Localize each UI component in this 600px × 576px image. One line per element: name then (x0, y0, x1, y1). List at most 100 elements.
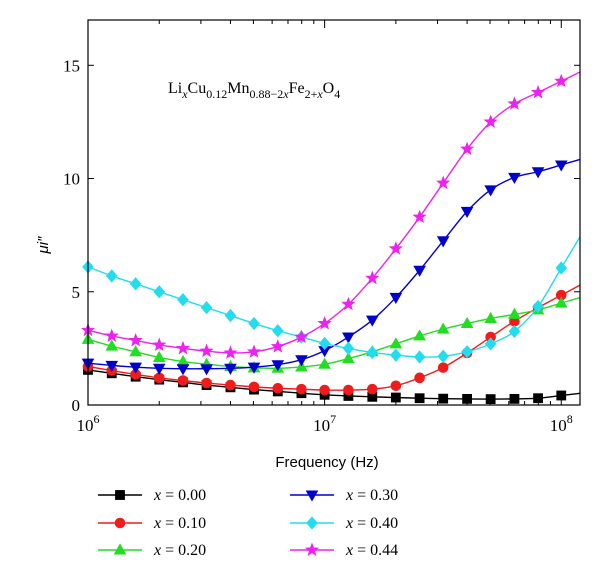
legend-item: x = 0.10 (98, 515, 206, 532)
data-point (532, 299, 544, 314)
data-point (153, 285, 166, 299)
series-020 (81, 296, 581, 373)
legend-item: x = 0.00 (98, 487, 206, 504)
legend-label: x = 0.00 (153, 487, 206, 504)
series-line (87, 236, 581, 358)
data-point (507, 96, 522, 110)
data-point (199, 343, 214, 358)
data-point (246, 344, 262, 358)
data-point (177, 375, 189, 386)
data-point (484, 311, 497, 323)
data-point (342, 341, 355, 356)
data-point (438, 393, 449, 404)
data-point (200, 300, 213, 315)
data-point (342, 332, 355, 344)
data-point (437, 349, 449, 363)
data-point (460, 316, 474, 328)
data-point (200, 364, 213, 376)
data-point (509, 393, 520, 404)
data-point (129, 362, 142, 374)
data-point (272, 324, 284, 338)
chart-annotation: LixCu0.12Mn0.88−2xFe2+xO4 (168, 80, 340, 101)
data-point (414, 372, 425, 384)
x-tick-label: 108 (550, 412, 573, 435)
data-point (105, 360, 119, 372)
data-point (508, 307, 521, 319)
data-point (413, 350, 426, 364)
series-line (87, 296, 581, 370)
data-point (365, 270, 380, 285)
data-point (554, 160, 568, 172)
data-point (128, 333, 143, 347)
series-030 (81, 158, 581, 376)
x-axis-title: Frequency (Hz) (275, 454, 378, 471)
data-point (388, 241, 403, 255)
data-point (319, 384, 330, 396)
legend-marker (115, 490, 125, 500)
data-point (270, 339, 285, 353)
y-tick-label: 10 (63, 170, 80, 189)
data-point (175, 340, 191, 355)
legend-marker (305, 490, 319, 502)
data-point (105, 339, 119, 351)
series-line (87, 158, 581, 370)
data-point (318, 357, 331, 369)
legend-item: x = 0.30 (290, 487, 398, 504)
data-point (104, 328, 119, 342)
data-point (436, 322, 450, 334)
data-point (389, 337, 403, 349)
data-point (484, 337, 497, 351)
data-point (437, 362, 449, 373)
data-point (412, 209, 427, 224)
x-tick-label: 106 (77, 412, 100, 435)
y-tick-label: 5 (72, 283, 81, 302)
data-series-group (80, 71, 581, 405)
legend-marker (304, 542, 320, 557)
data-point (554, 73, 569, 88)
legend-label: x = 0.30 (345, 487, 398, 504)
data-point (224, 308, 237, 323)
data-point (531, 167, 545, 179)
data-point (390, 392, 401, 403)
legend: x = 0.00 x = 0.10 x = 0.20 x = 0.30 x = 0.40… (98, 487, 398, 559)
legend-item: x = 0.40 (290, 515, 398, 532)
data-point (271, 360, 285, 372)
data-point (177, 293, 189, 307)
series-040 (82, 236, 581, 364)
data-point (436, 236, 450, 248)
data-point (176, 364, 190, 376)
legend-item: x = 0.20 (98, 542, 206, 559)
legend-marker (114, 517, 126, 529)
data-point (508, 324, 521, 339)
legend-item: x = 0.44 (290, 542, 398, 559)
series-line (87, 284, 581, 391)
data-point (248, 316, 260, 331)
data-point (530, 85, 546, 99)
y-tick-label: 0 (72, 396, 81, 415)
data-point (389, 292, 403, 305)
data-point (152, 350, 166, 362)
data-point (201, 377, 212, 389)
legend-label: x = 0.44 (345, 542, 398, 559)
data-point (414, 393, 425, 404)
data-point (248, 381, 260, 393)
legend-label: x = 0.20 (153, 542, 206, 559)
data-point (366, 345, 379, 360)
data-point (485, 394, 496, 405)
series-line (87, 369, 581, 400)
data-point (272, 382, 284, 394)
data-point (296, 383, 307, 395)
data-point (390, 348, 402, 362)
data-point (508, 172, 521, 185)
data-point (129, 345, 142, 357)
data-point (460, 206, 474, 218)
data-point (390, 380, 402, 392)
axis-ticks: 0 5 10 15 106 107 108 (63, 20, 580, 435)
data-point (366, 383, 378, 395)
data-point (413, 265, 426, 277)
data-point (413, 329, 426, 341)
data-point (105, 269, 118, 283)
data-point (343, 384, 354, 396)
data-point (365, 315, 379, 327)
